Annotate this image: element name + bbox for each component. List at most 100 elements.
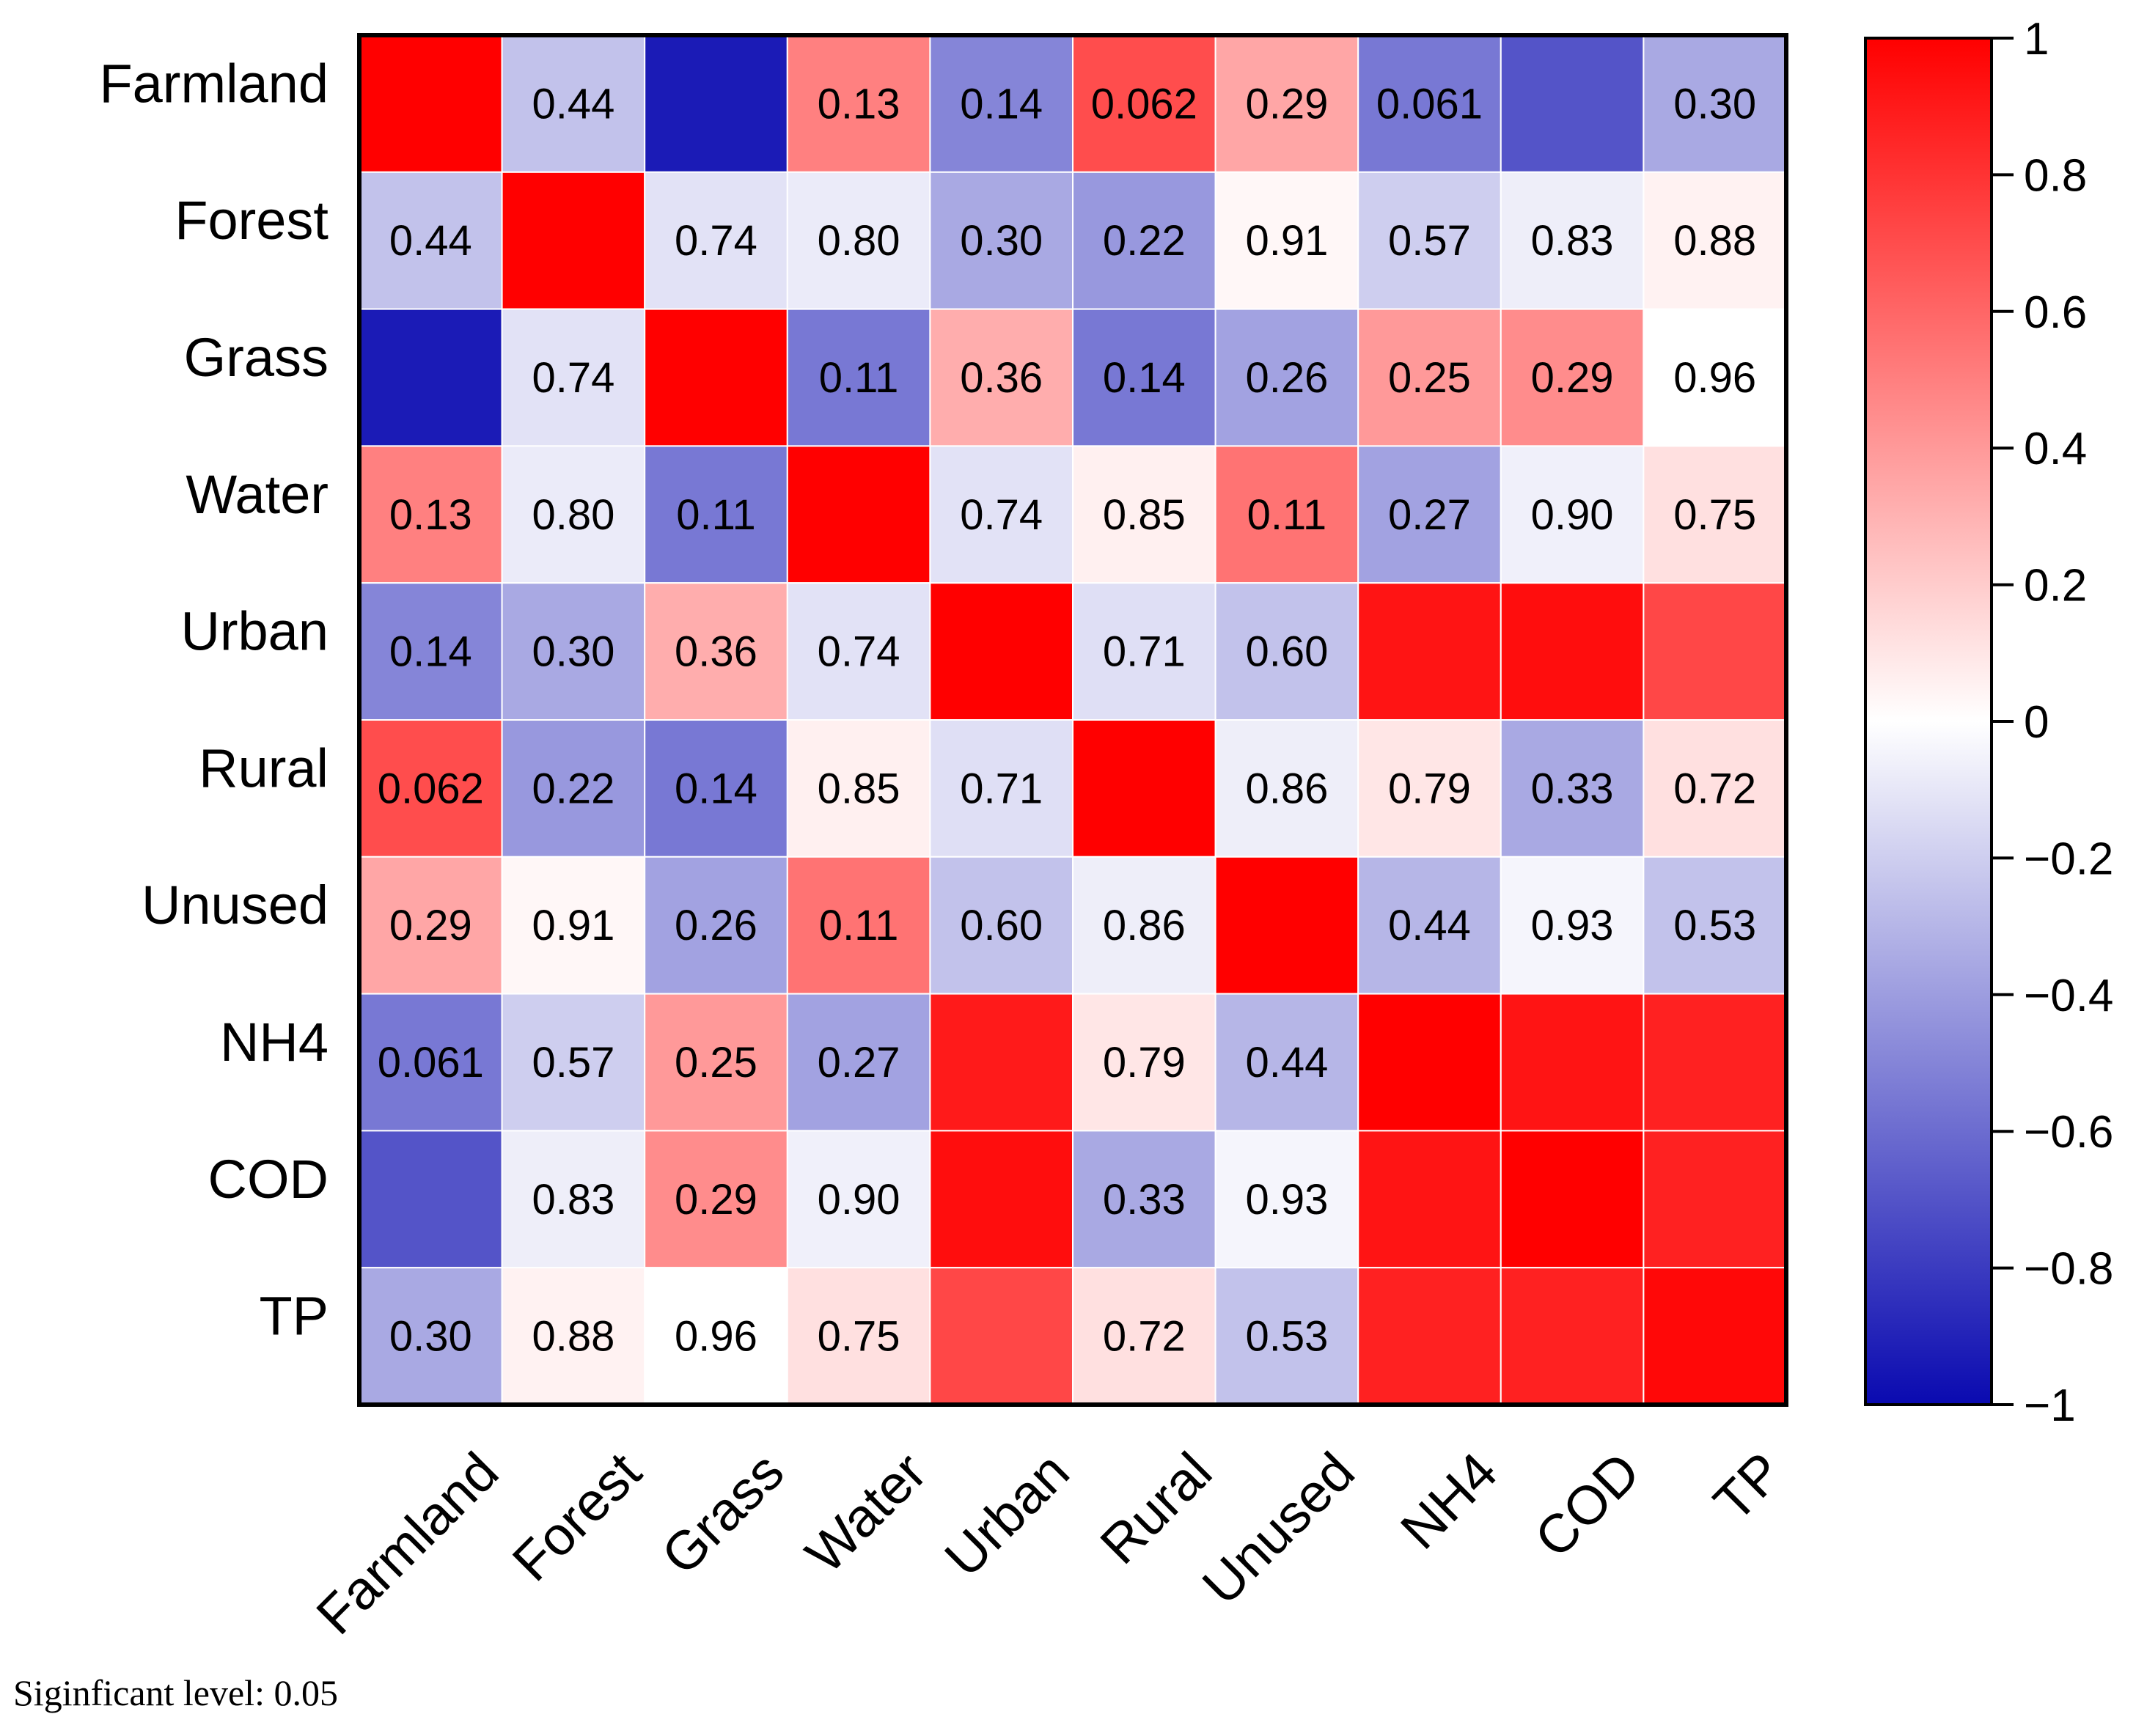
heatmap-cell [1500,1267,1645,1405]
cell-p-value: 0.85 [1103,491,1186,539]
row-label: NH4 [220,1012,329,1073]
heatmap-cell [1357,856,1502,995]
cell-p-value: 0.11 [1247,491,1327,539]
heatmap-cell [786,308,931,447]
heatmap-cell [644,308,788,447]
heatmap-cell [1214,1130,1359,1269]
heatmap-cell [1214,856,1359,995]
heatmap-cell [1214,582,1359,721]
cell-p-value: 0.74 [532,354,614,402]
heatmap-cell [1072,856,1216,995]
cell-p-value: 0.25 [675,1039,757,1086]
heatmap-cell [929,1267,1074,1405]
heatmap-cell [1500,582,1645,721]
heatmap-cell [1072,719,1216,858]
heatmap-cell [929,582,1074,721]
heatmap-cell [1357,993,1502,1132]
heatmap-cell [1500,993,1645,1132]
cell-p-value: 0.86 [1103,902,1186,949]
colorbar-tick-label: 0.6 [2024,287,2087,338]
cell-p-value: 0.75 [1673,491,1756,539]
heatmap-cell [1643,719,1787,858]
heatmap-cell [1214,171,1359,310]
colorbar-tick-label: −0.2 [2024,834,2113,884]
cell-p-value: 0.30 [389,1313,472,1361]
heatmap-cell [1214,308,1359,447]
cell-p-value: 0.11 [676,491,756,539]
heatmap-cell [1643,993,1787,1132]
column-label: COD [1523,1441,1651,1569]
heatmap-cell [929,445,1074,584]
cell-p-value: 0.22 [532,765,614,812]
heatmap-cell [1500,171,1645,310]
cell-p-value: 0.85 [818,765,900,812]
row-label: Water [186,464,329,525]
cell-p-value: 0.53 [1673,902,1756,949]
heatmap-cell [1214,719,1359,858]
heatmap-cell [1214,34,1359,173]
column-label: NH4 [1389,1441,1508,1560]
cell-p-value: 0.75 [818,1313,900,1361]
cell-p-value: 0.71 [1103,628,1186,676]
cell-p-value: 0.44 [1388,902,1471,949]
cell-p-value: 0.86 [1245,765,1328,812]
row-label: Forest [175,190,329,251]
cell-p-value: 0.30 [960,217,1043,265]
cell-p-value: 0.30 [1673,80,1756,128]
cell-p-value: 0.80 [532,491,614,539]
cell-p-value: 0.27 [818,1039,900,1086]
cell-p-value: 0.74 [818,628,900,676]
row-label: Farmland [99,53,329,114]
heatmap-cell [1072,1130,1216,1269]
colorbar-tick-label: 1 [2024,14,2049,65]
heatmap-cell [501,856,646,995]
column-label: Urban [933,1441,1080,1588]
column-label: Forest [501,1441,653,1592]
cell-p-value: 0.44 [389,217,472,265]
cell-p-value: 0.91 [1245,217,1328,265]
heatmap-cell [1357,171,1502,310]
cell-p-value: 0.74 [960,491,1043,539]
cell-p-value: 0.57 [532,1039,614,1086]
heatmap-cell [786,1130,931,1269]
cell-p-value: 0.44 [532,80,614,128]
column-label: Rural [1089,1441,1224,1575]
cell-p-value: 0.33 [1103,1176,1186,1224]
heatmap-cell [1500,308,1645,447]
heatmap-cell [644,34,788,173]
heatmap-cell [644,582,788,721]
cell-p-value: 0.72 [1103,1313,1186,1361]
heatmap-cell [1072,34,1216,173]
heatmap-cell [501,34,646,173]
cell-p-value: 0.26 [1245,354,1328,402]
row-label: Grass [184,327,329,388]
cell-p-value: 0.80 [818,217,900,265]
column-label: Water [794,1441,938,1584]
heatmap-cell [1500,719,1645,858]
cell-p-value: 0.14 [675,765,757,812]
cell-p-value: 0.25 [1388,354,1471,402]
cell-p-value: 0.83 [1531,217,1614,265]
heatmap-cell [501,308,646,447]
cell-p-value: 0.29 [1531,354,1614,402]
heatmap-cell [786,719,931,858]
cell-p-value: 0.93 [1531,902,1614,949]
significance-footnote: Siginficant level: 0.05 [13,1672,338,1713]
heatmap-cell [1357,308,1502,447]
row-label: Rural [199,738,329,798]
heatmap-cell [1072,445,1216,584]
heatmap-cell [501,1130,646,1269]
row-label: Unused [142,875,329,935]
cell-p-value: 0.22 [1103,217,1186,265]
cell-p-value: 0.13 [389,491,472,539]
heatmap-cell [1500,34,1645,173]
heatmap-cell [1643,1130,1787,1269]
heatmap-cell [501,582,646,721]
cell-p-value: 0.061 [378,1039,484,1086]
heatmap-cell [1357,719,1502,858]
row-label: COD [208,1149,329,1210]
cell-p-value: 0.27 [1388,491,1471,539]
cell-p-value: 0.79 [1388,765,1471,812]
heatmap-cell [786,445,931,584]
colorbar-tick-label: −0.8 [2024,1244,2113,1295]
